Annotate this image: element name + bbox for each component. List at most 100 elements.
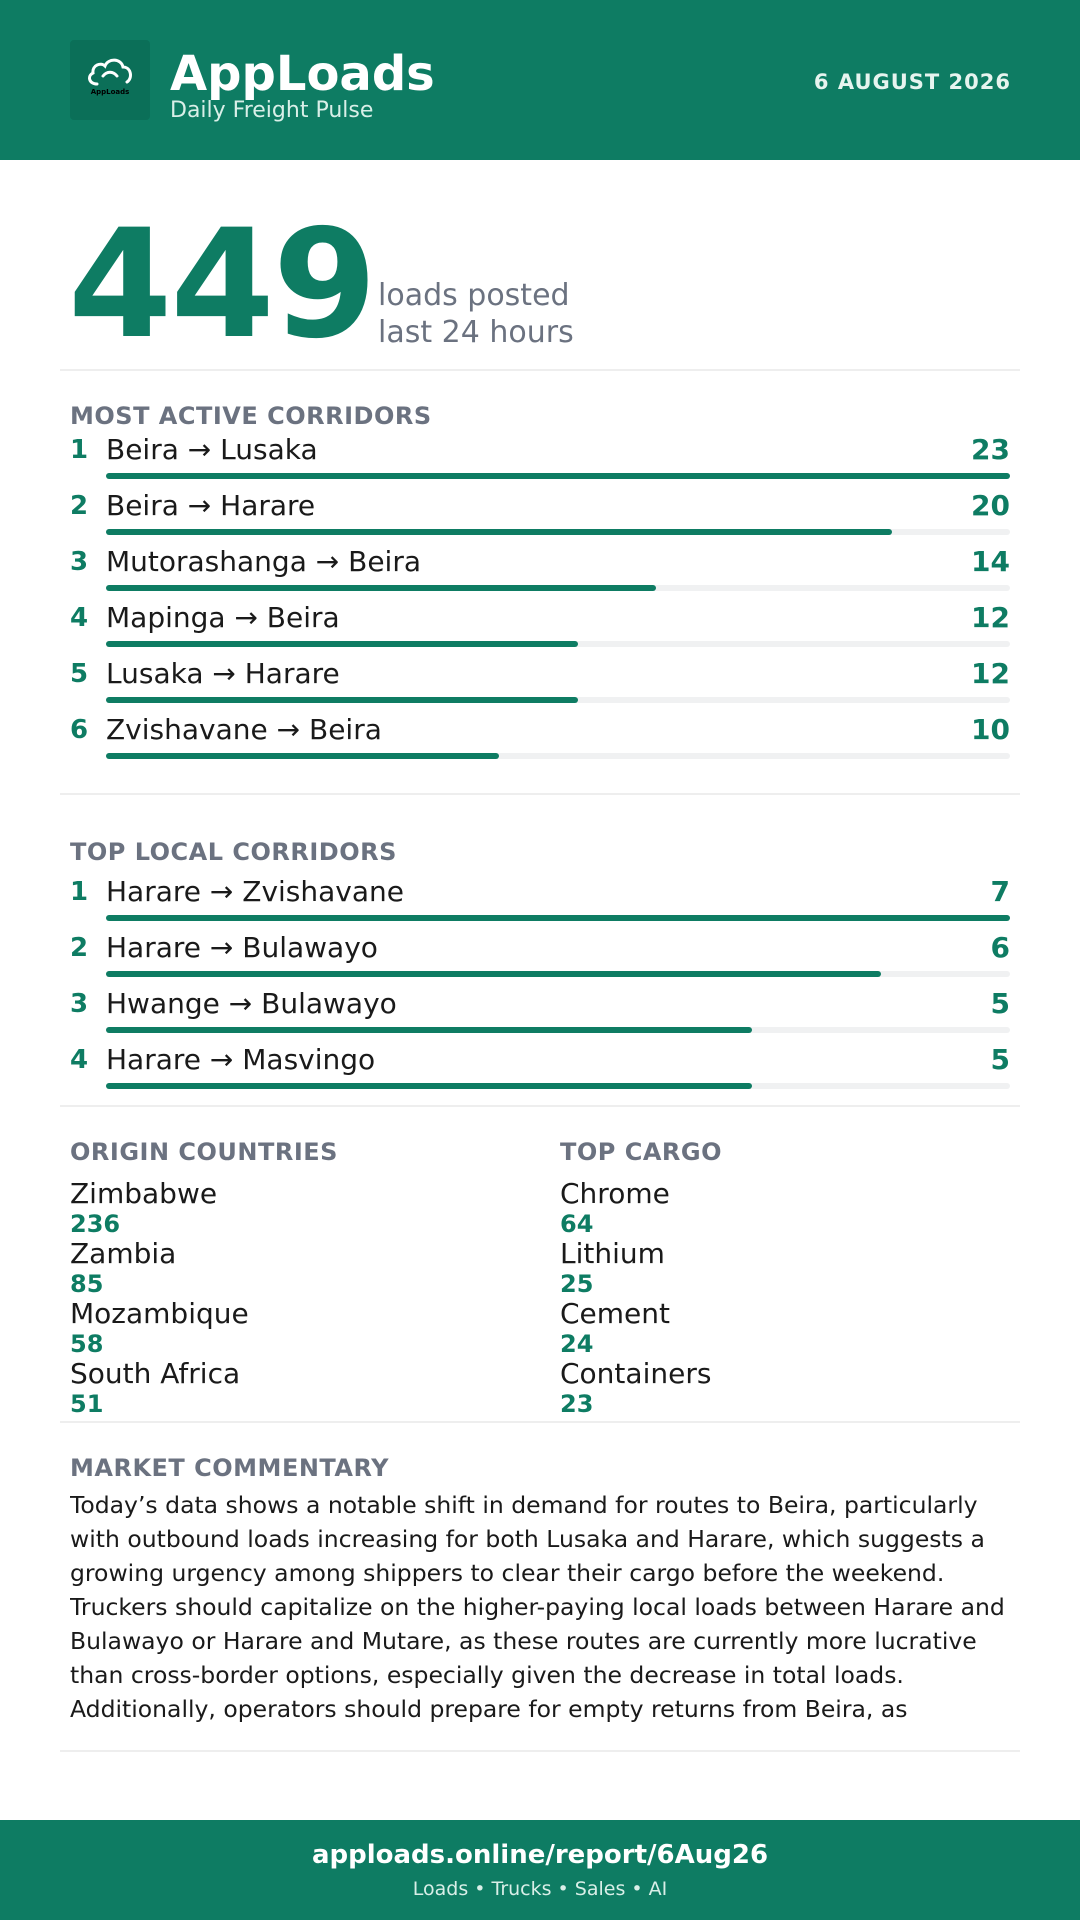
corridor-bar-track xyxy=(106,585,1010,591)
corridor-row: 3 Mutorashanga → Beira 14 xyxy=(70,545,1010,601)
stat-name: South Africa xyxy=(70,1357,241,1390)
corridor-count: 5 xyxy=(990,1043,1010,1076)
corridor-bar-fill xyxy=(106,641,578,647)
footer-services: Loads • Trucks • Sales • AI xyxy=(412,1878,668,1900)
stat-item: Lithium 25 xyxy=(560,1237,1000,1299)
corridor-route: Beira → Harare xyxy=(106,489,316,522)
corridor-rank: 2 xyxy=(70,933,89,963)
corridor-rank: 3 xyxy=(70,989,89,1019)
corridor-bar-track xyxy=(106,1027,1010,1033)
corridor-row: 1 Beira → Lusaka 23 xyxy=(70,433,1010,489)
top-cargo-title: TOP CARGO xyxy=(560,1138,722,1166)
corridor-bar-fill xyxy=(106,697,578,703)
corridor-bar-fill xyxy=(106,1027,752,1033)
corridor-bar-track xyxy=(106,915,1010,921)
corridor-rank: 4 xyxy=(70,1045,89,1075)
corridor-bar-track xyxy=(106,1083,1010,1089)
brand-name: AppLoads xyxy=(170,46,435,102)
commentary-text: Today’s data shows a notable shift in de… xyxy=(70,1491,1005,1723)
top-cargo-list: Chrome 64 Lithium 25 Cement 24 Containers 23 xyxy=(560,1177,1000,1419)
corridor-route: Harare → Masvingo xyxy=(106,1043,376,1076)
corridor-route: Mutorashanga → Beira xyxy=(106,545,421,578)
header-banner: AppLoads AppLoads Daily Freight Pulse 6 … xyxy=(0,0,1080,160)
corridor-count: 12 xyxy=(971,657,1010,690)
corridor-route: Harare → Zvishavane xyxy=(106,875,404,908)
corridor-route: Lusaka → Harare xyxy=(106,657,340,690)
stat-name: Zambia xyxy=(70,1237,177,1270)
top-cargo-panel: TOP CARGO Chrome 64 Lithium 25 Cement 24 Conta… xyxy=(560,1138,1000,1418)
corridor-route: Hwange → Bulawayo xyxy=(106,987,397,1020)
corridor-rank: 3 xyxy=(70,547,89,577)
corridor-route: Mapinga → Beira xyxy=(106,601,340,634)
brand-tagline: Daily Freight Pulse xyxy=(170,98,374,123)
most-active-title: MOST ACTIVE CORRIDORS xyxy=(70,402,432,430)
corridor-rank: 2 xyxy=(70,491,89,521)
stat-value: 24 xyxy=(560,1330,594,1358)
total-loads-caption: loads posted xyxy=(378,278,570,313)
corridor-route: Harare → Bulawayo xyxy=(106,931,378,964)
corridor-row: 4 Harare → Masvingo 5 xyxy=(70,1043,1010,1099)
corridor-bar-track xyxy=(106,473,1010,479)
app-logo: AppLoads xyxy=(70,40,150,120)
stat-item: Chrome 64 xyxy=(560,1177,1000,1239)
divider xyxy=(60,793,1020,795)
corridor-row: 2 Harare → Bulawayo 6 xyxy=(70,931,1010,987)
stat-value: 236 xyxy=(70,1210,121,1238)
corridor-rank: 4 xyxy=(70,603,89,633)
stat-item: Containers 23 xyxy=(560,1357,1000,1419)
report-link[interactable]: apploads.online/report/6Aug26 xyxy=(311,1840,769,1870)
origin-countries-title: ORIGIN COUNTRIES xyxy=(70,1138,338,1166)
corridor-bar-fill xyxy=(106,529,893,535)
corridor-bar-track xyxy=(106,753,1010,759)
corridor-count: 7 xyxy=(990,875,1010,908)
corridor-bar-fill xyxy=(106,753,500,759)
corridor-count: 14 xyxy=(971,545,1010,578)
corridor-count: 12 xyxy=(971,601,1010,634)
corridor-row: 1 Harare → Zvishavane 7 xyxy=(70,875,1010,931)
logo-wordmark: AppLoads xyxy=(90,88,130,96)
stat-name: Lithium xyxy=(560,1237,665,1270)
corridor-row: 5 Lusaka → Harare 12 xyxy=(70,657,1010,713)
stat-item: Mozambique 58 xyxy=(70,1297,510,1359)
corridor-row: 4 Mapinga → Beira 12 xyxy=(70,601,1010,657)
stat-value: 25 xyxy=(560,1270,594,1298)
corridor-rank: 6 xyxy=(70,715,89,745)
corridor-rank: 1 xyxy=(70,435,89,465)
stat-item: Zimbabwe 236 xyxy=(70,1177,510,1239)
corridor-row: 2 Beira → Harare 20 xyxy=(70,489,1010,545)
stat-name: Chrome xyxy=(560,1177,670,1210)
corridor-count: 20 xyxy=(971,489,1010,522)
stat-name: Containers xyxy=(560,1357,712,1390)
divider xyxy=(60,1421,1020,1423)
total-loads-period: last 24 hours xyxy=(378,315,574,350)
corridor-count: 6 xyxy=(990,931,1010,964)
corridor-bar-fill xyxy=(106,1083,752,1089)
stat-name: Zimbabwe xyxy=(70,1177,218,1210)
corridor-count: 10 xyxy=(971,713,1010,746)
corridor-bar-fill xyxy=(106,585,657,591)
stat-item: Zambia 85 xyxy=(70,1237,510,1299)
corridor-bar-track xyxy=(106,971,1010,977)
origin-countries-panel: ORIGIN COUNTRIES Zimbabwe 236 Zambia 85 Moza… xyxy=(70,1138,510,1418)
stat-item: South Africa 51 xyxy=(70,1357,510,1419)
corridor-bar-fill xyxy=(106,473,1010,479)
divider xyxy=(60,1105,1020,1107)
stat-name: Cement xyxy=(560,1297,671,1330)
corridor-row: 3 Hwange → Bulawayo 5 xyxy=(70,987,1010,1043)
total-loads-value: 449 xyxy=(68,198,377,372)
corridor-route: Zvishavane → Beira xyxy=(106,713,382,746)
stat-value: 58 xyxy=(70,1330,104,1358)
corridor-bar-fill xyxy=(106,971,881,977)
origin-countries-list: Zimbabwe 236 Zambia 85 Mozambique 58 South Afr… xyxy=(70,1177,510,1419)
divider xyxy=(60,369,1020,371)
stat-value: 85 xyxy=(70,1270,104,1298)
corridor-rank: 5 xyxy=(70,659,89,689)
top-local-title: TOP LOCAL CORRIDORS xyxy=(70,838,397,866)
corridor-count: 5 xyxy=(990,987,1010,1020)
report-date: 6 AUGUST 2026 xyxy=(813,70,1011,94)
corridor-bar-track xyxy=(106,529,1010,535)
corridor-rank: 1 xyxy=(70,877,89,907)
stat-value: 51 xyxy=(70,1390,104,1418)
commentary-title: MARKET COMMENTARY xyxy=(70,1454,390,1482)
stat-name: Mozambique xyxy=(70,1297,249,1330)
